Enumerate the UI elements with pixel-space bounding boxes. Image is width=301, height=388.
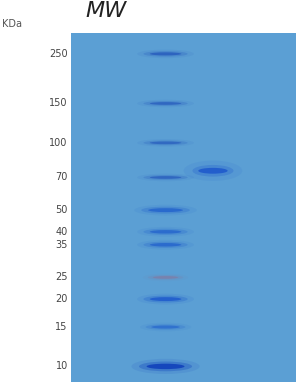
- Text: 70: 70: [55, 172, 68, 182]
- Ellipse shape: [144, 229, 188, 235]
- Text: 50: 50: [55, 205, 68, 215]
- Ellipse shape: [134, 205, 197, 216]
- Ellipse shape: [148, 275, 183, 280]
- Ellipse shape: [146, 324, 185, 330]
- Ellipse shape: [144, 175, 188, 180]
- Text: 15: 15: [55, 322, 68, 332]
- Ellipse shape: [198, 168, 228, 174]
- Ellipse shape: [144, 296, 188, 303]
- Ellipse shape: [137, 174, 194, 181]
- Ellipse shape: [150, 142, 181, 144]
- Ellipse shape: [150, 230, 181, 234]
- Text: 100: 100: [49, 138, 68, 148]
- Text: 10: 10: [55, 361, 68, 371]
- Text: MW: MW: [86, 1, 127, 21]
- Ellipse shape: [148, 208, 183, 212]
- Bar: [71, 33, 296, 382]
- Ellipse shape: [141, 207, 190, 214]
- Ellipse shape: [144, 140, 188, 145]
- Ellipse shape: [151, 326, 180, 329]
- Ellipse shape: [184, 161, 242, 181]
- Text: 35: 35: [55, 240, 68, 250]
- Ellipse shape: [150, 297, 181, 301]
- Ellipse shape: [137, 227, 194, 237]
- Text: 25: 25: [55, 272, 68, 282]
- Text: 20: 20: [55, 294, 68, 304]
- Ellipse shape: [150, 52, 181, 55]
- Ellipse shape: [147, 364, 185, 369]
- Ellipse shape: [144, 51, 188, 57]
- Ellipse shape: [144, 101, 188, 106]
- Text: KDa: KDa: [2, 19, 21, 29]
- Ellipse shape: [139, 362, 192, 371]
- Text: 40: 40: [55, 227, 68, 237]
- Ellipse shape: [132, 359, 200, 374]
- Ellipse shape: [137, 50, 194, 58]
- Text: 150: 150: [49, 99, 68, 109]
- Ellipse shape: [137, 139, 194, 147]
- Ellipse shape: [140, 323, 191, 331]
- Ellipse shape: [137, 100, 194, 107]
- Ellipse shape: [153, 276, 178, 279]
- Ellipse shape: [150, 176, 181, 179]
- Ellipse shape: [192, 165, 234, 177]
- Ellipse shape: [137, 240, 194, 249]
- Ellipse shape: [137, 294, 194, 305]
- Ellipse shape: [150, 243, 181, 246]
- Ellipse shape: [144, 242, 188, 248]
- Ellipse shape: [150, 102, 181, 105]
- Text: 250: 250: [49, 49, 68, 59]
